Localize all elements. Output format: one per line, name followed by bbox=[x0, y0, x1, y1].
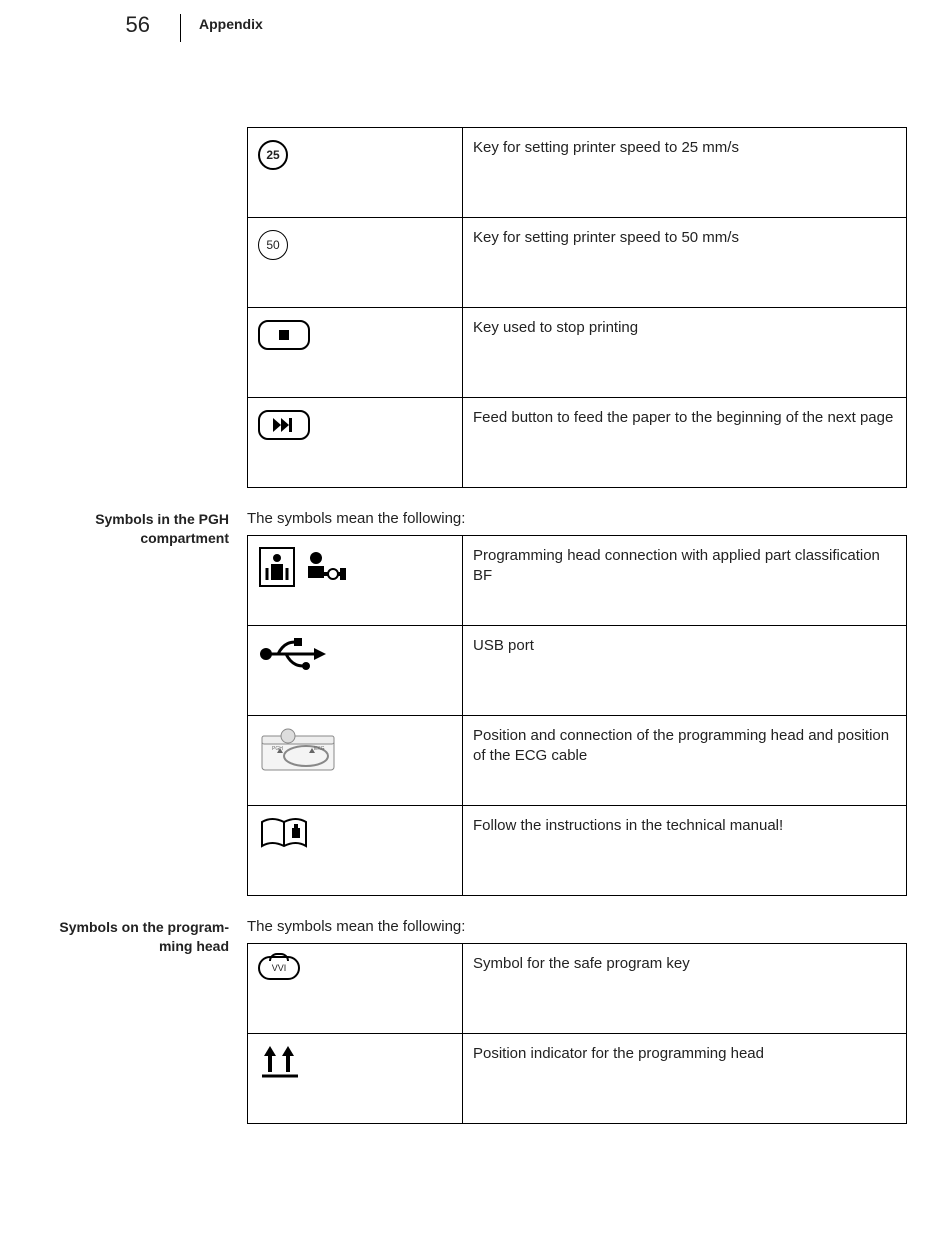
section-intro: The symbols mean the following: bbox=[247, 510, 907, 527]
desc-cell: Symbol for the safe program key bbox=[463, 944, 907, 1034]
side-label-line: Symbols in the PGH bbox=[95, 511, 229, 527]
speed-25-icon: 25 bbox=[258, 140, 288, 170]
usb-icon bbox=[258, 636, 328, 672]
table-row: Key used to stop printing bbox=[248, 308, 907, 398]
desc-cell: Position indicator for the programming h… bbox=[463, 1034, 907, 1124]
table-row: USB port bbox=[248, 626, 907, 716]
table-row: Feed button to feed the paper to the beg… bbox=[248, 398, 907, 488]
desc-cell: USB port bbox=[463, 626, 907, 716]
section-programming-head: Symbols on the program- ming head The sy… bbox=[0, 918, 925, 1124]
icon-cell bbox=[248, 398, 463, 488]
table-row: 50 Key for setting printer speed to 50 m… bbox=[248, 218, 907, 308]
desc-cell: Key for setting printer speed to 25 mm/s bbox=[463, 128, 907, 218]
feed-paper-icon bbox=[258, 410, 310, 440]
icon-cell: 50 bbox=[248, 218, 463, 308]
position-indicator-icon bbox=[258, 1044, 302, 1082]
safe-program-key-icon: VVI bbox=[258, 956, 300, 980]
manual-icon bbox=[258, 816, 310, 852]
table-row: Position indicator for the programming h… bbox=[248, 1034, 907, 1124]
programming-head-position-icon: PGH EKG bbox=[258, 726, 342, 776]
icon-cell bbox=[248, 626, 463, 716]
desc-cell: Follow the instructions in the technical… bbox=[463, 806, 907, 896]
desc-cell: Key for setting printer speed to 50 mm/s bbox=[463, 218, 907, 308]
icon-cell bbox=[248, 536, 463, 626]
table-row: Follow the instructions in the technical… bbox=[248, 806, 907, 896]
page-content: 25 Key for setting printer speed to 25 m… bbox=[0, 42, 925, 1124]
chapter-title: Appendix bbox=[181, 12, 263, 32]
side-label-empty bbox=[0, 127, 247, 488]
desc-cell: Programming head connection with applied… bbox=[463, 536, 907, 626]
desc-cell: Position and connection of the programmi… bbox=[463, 716, 907, 806]
side-label-line: Symbols on the program- bbox=[59, 919, 229, 935]
stop-print-icon bbox=[258, 320, 310, 350]
table-row: Programming head connection with applied… bbox=[248, 536, 907, 626]
printer-keys-table: 25 Key for setting printer speed to 25 m… bbox=[247, 127, 907, 488]
section-pgh-compartment: Symbols in the PGH compartment The symbo… bbox=[0, 510, 925, 896]
speed-50-icon: 50 bbox=[258, 230, 288, 260]
icon-cell bbox=[248, 806, 463, 896]
page-header: 56 Appendix bbox=[0, 0, 925, 42]
table-row: 25 Key for setting printer speed to 25 m… bbox=[248, 128, 907, 218]
desc-cell: Feed button to feed the paper to the beg… bbox=[463, 398, 907, 488]
table-row: PGH EKG Position and connection of the p… bbox=[248, 716, 907, 806]
desc-cell: Key used to stop printing bbox=[463, 308, 907, 398]
programming-head-table: VVI Symbol for the safe program key Posi… bbox=[247, 943, 907, 1124]
icon-cell: VVI bbox=[248, 944, 463, 1034]
applied-part-bf-icon bbox=[258, 546, 348, 588]
icon-cell bbox=[248, 308, 463, 398]
icon-cell bbox=[248, 1034, 463, 1124]
side-label: Symbols in the PGH compartment bbox=[0, 510, 247, 896]
section-printer-keys: 25 Key for setting printer speed to 25 m… bbox=[0, 127, 925, 488]
table-row: VVI Symbol for the safe program key bbox=[248, 944, 907, 1034]
side-label: Symbols on the program- ming head bbox=[0, 918, 247, 1124]
section-intro: The symbols mean the following: bbox=[247, 918, 907, 935]
svg-text:EKG: EKG bbox=[314, 746, 325, 752]
pgh-symbols-table: Programming head connection with applied… bbox=[247, 535, 907, 896]
side-label-line: compartment bbox=[140, 530, 229, 546]
page-number: 56 bbox=[0, 12, 180, 38]
icon-cell: 25 bbox=[248, 128, 463, 218]
side-label-line: ming head bbox=[159, 938, 229, 954]
icon-cell: PGH EKG bbox=[248, 716, 463, 806]
